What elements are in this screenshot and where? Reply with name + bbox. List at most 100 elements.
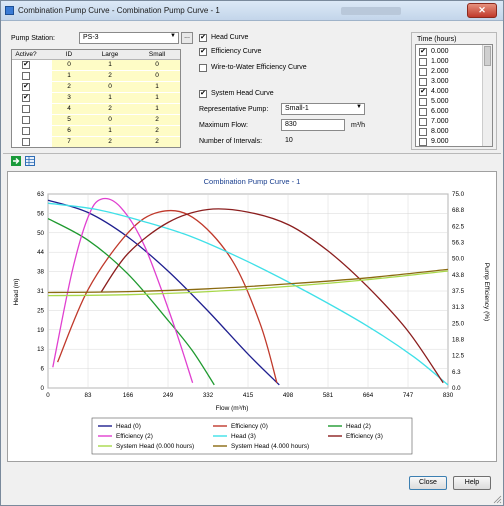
grid-cell-id: 7 bbox=[67, 138, 71, 145]
y-tick-label: 56 bbox=[37, 210, 44, 217]
time-item-checkbox[interactable] bbox=[419, 108, 427, 116]
time-item[interactable]: 1.000 bbox=[419, 58, 479, 68]
active-checkbox[interactable]: ✔ bbox=[22, 61, 30, 69]
window-title: Combination Pump Curve - Combination Pum… bbox=[18, 6, 220, 15]
time-item-label: 4.000 bbox=[431, 88, 449, 95]
table-row[interactable]: 6 1 2 bbox=[12, 126, 180, 136]
y2-tick-label: 43.8 bbox=[452, 272, 465, 279]
table-row[interactable]: ✔ 3 1 1 bbox=[12, 93, 180, 103]
representative-pump-select[interactable]: Small-1 ▼ bbox=[281, 103, 365, 115]
time-item[interactable]: 5.000 bbox=[419, 98, 479, 108]
system-head-curve-checkbox[interactable]: ✔ bbox=[199, 90, 207, 98]
y-tick-label: 0 bbox=[41, 385, 45, 392]
time-item[interactable]: ✔ 0.000 bbox=[419, 48, 479, 58]
time-item-checkbox[interactable] bbox=[419, 98, 427, 106]
number-of-intervals-label: Number of Intervals: bbox=[199, 138, 263, 145]
app-icon bbox=[5, 6, 14, 15]
close-button[interactable]: Close bbox=[409, 476, 447, 490]
x-tick-label: 0 bbox=[46, 392, 50, 399]
x-tick-label: 581 bbox=[323, 392, 334, 399]
time-item[interactable]: ✔ 4.000 bbox=[419, 88, 479, 98]
time-item[interactable]: 6.000 bbox=[419, 108, 479, 118]
grid-cell-small: 1 bbox=[155, 105, 159, 112]
active-checkbox[interactable] bbox=[22, 127, 30, 135]
time-item[interactable]: 8.000 bbox=[419, 128, 479, 138]
resize-grip-icon[interactable] bbox=[493, 495, 502, 504]
time-item-checkbox[interactable]: ✔ bbox=[419, 48, 427, 56]
maximum-flow-label: Maximum Flow: bbox=[199, 122, 249, 129]
head-curve-checkbox[interactable]: ✔ bbox=[199, 34, 207, 42]
row-highlight bbox=[52, 126, 180, 136]
representative-pump-value: Small-1 bbox=[285, 105, 309, 112]
table-row[interactable]: 7 2 2 bbox=[12, 137, 180, 147]
time-item[interactable]: 2.000 bbox=[419, 68, 479, 78]
table-row[interactable]: ✔ 2 0 1 bbox=[12, 82, 180, 92]
title-bar[interactable]: Combination Pump Curve - Combination Pum… bbox=[1, 1, 503, 21]
scrollbar-thumb[interactable] bbox=[484, 46, 491, 66]
grid-cell-id: 1 bbox=[67, 72, 71, 79]
pump-station-browse-button[interactable]: ... bbox=[181, 32, 193, 44]
legend-label: Head (3) bbox=[231, 433, 256, 440]
active-checkbox[interactable]: ✔ bbox=[22, 94, 30, 102]
time-item-label: 8.000 bbox=[431, 128, 449, 135]
active-checkbox[interactable] bbox=[22, 138, 30, 146]
time-item-checkbox[interactable] bbox=[419, 78, 427, 86]
y-tick-label: 44 bbox=[37, 249, 44, 256]
table-row[interactable]: 1 2 0 bbox=[12, 71, 180, 81]
y2-tick-label: 12.5 bbox=[452, 353, 465, 360]
time-item-checkbox[interactable] bbox=[419, 138, 427, 146]
number-of-intervals-input[interactable]: 10 bbox=[285, 137, 293, 144]
y2-tick-label: 68.8 bbox=[452, 207, 465, 214]
maximum-flow-input[interactable]: 830 bbox=[281, 119, 345, 131]
time-list-scrollbar[interactable] bbox=[482, 45, 492, 146]
active-checkbox[interactable] bbox=[22, 116, 30, 124]
pump-station-label: Pump Station: bbox=[11, 35, 55, 42]
time-item[interactable]: 7.000 bbox=[419, 118, 479, 128]
time-item-checkbox[interactable] bbox=[419, 58, 427, 66]
y2-tick-label: 50.0 bbox=[452, 256, 465, 263]
series-line-4 bbox=[47, 202, 449, 386]
efficiency-curve-checkbox[interactable]: ✔ bbox=[199, 48, 207, 56]
y2-tick-label: 0.0 bbox=[452, 385, 461, 392]
wire-to-water-checkbox[interactable] bbox=[199, 64, 207, 72]
time-item-label: 9.000 bbox=[431, 138, 449, 145]
help-button[interactable]: Help bbox=[453, 476, 491, 490]
time-item[interactable]: 9.000 bbox=[419, 138, 479, 146]
time-item-checkbox[interactable]: ✔ bbox=[419, 88, 427, 96]
representative-pump-label: Representative Pump: bbox=[199, 106, 269, 113]
time-list[interactable]: ✔ 0.000 1.000 2.000 3.000 ✔ 4.000 5.000 6.000 7.0… bbox=[415, 44, 493, 147]
y-tick-label: 31 bbox=[37, 288, 44, 295]
pump-station-select[interactable]: PS-3 ▼ bbox=[79, 32, 179, 44]
active-checkbox[interactable]: ✔ bbox=[22, 83, 30, 91]
grid-header-active: Active? bbox=[15, 51, 37, 58]
time-item-checkbox[interactable] bbox=[419, 118, 427, 126]
grid-cell-id: 4 bbox=[67, 105, 71, 112]
grid-header-small: Small bbox=[148, 51, 166, 58]
table-row[interactable]: ✔ 0 1 0 bbox=[12, 60, 180, 70]
window-close-button[interactable]: ✕ bbox=[467, 3, 497, 18]
row-highlight bbox=[52, 115, 180, 125]
grid-cell-large: 0 bbox=[108, 83, 112, 90]
y-tick-label: 50 bbox=[37, 230, 44, 237]
time-item-checkbox[interactable] bbox=[419, 68, 427, 76]
legend-label: Head (2) bbox=[346, 423, 371, 430]
legend-label: Efficiency (3) bbox=[346, 433, 383, 440]
table-icon[interactable] bbox=[25, 156, 35, 166]
active-checkbox[interactable] bbox=[22, 72, 30, 80]
table-row[interactable]: 4 2 1 bbox=[12, 104, 180, 114]
time-group-label: Time (hours) bbox=[417, 36, 457, 43]
time-item-checkbox[interactable] bbox=[419, 128, 427, 136]
y2-tick-label: 75.0 bbox=[452, 191, 465, 198]
export-icon[interactable] bbox=[11, 156, 21, 166]
grid-cell-id: 3 bbox=[67, 94, 71, 101]
y2-tick-label: 56.3 bbox=[452, 240, 465, 247]
active-checkbox[interactable] bbox=[22, 105, 30, 113]
table-row[interactable]: 5 0 2 bbox=[12, 115, 180, 125]
series-line-2 bbox=[47, 218, 215, 386]
pump-combination-grid: Active? ID Large Small ✔ 0 1 0 1 2 0 ✔ 2 0 1 ✔ 3 1 1 4 2… bbox=[11, 49, 181, 148]
title-bar-ghost-text bbox=[341, 7, 401, 15]
series-line-0 bbox=[47, 199, 280, 386]
x-tick-label: 498 bbox=[283, 392, 294, 399]
time-item[interactable]: 3.000 bbox=[419, 78, 479, 88]
